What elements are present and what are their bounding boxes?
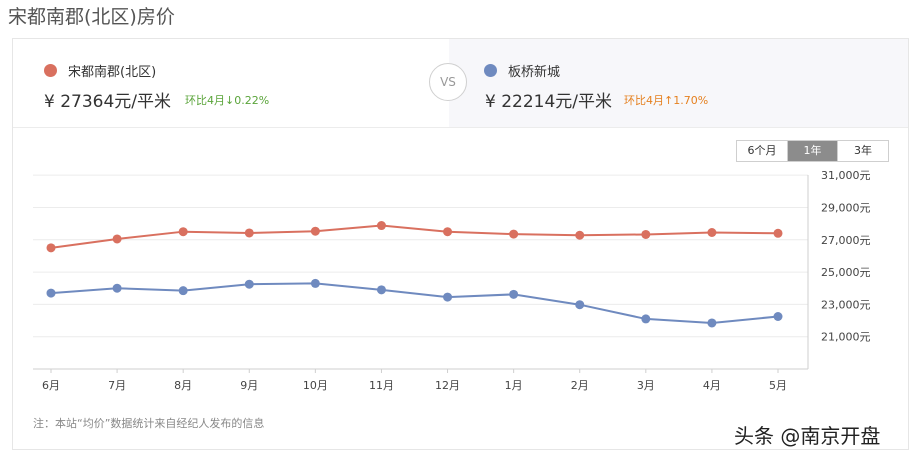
series-0-point <box>641 229 651 239</box>
series-0-point <box>310 226 320 236</box>
series-0-point <box>112 234 122 244</box>
period-3-years-button[interactable]: 3年 <box>838 141 888 161</box>
compare-left-panel: 宋都南郡(北区) ¥ 27364元/平米 环比4月↓0.22% <box>13 39 449 127</box>
series-1-line <box>50 282 779 324</box>
y-tick-label: 29,000元 <box>821 201 871 214</box>
series-1-point <box>310 278 320 288</box>
series-1-point <box>244 279 254 289</box>
series-0-point <box>244 228 254 238</box>
y-tick-label: 23,000元 <box>821 298 871 311</box>
vs-badge: VS <box>429 63 467 101</box>
series-0-point <box>46 243 56 253</box>
comparison-header: 宋都南郡(北区) ¥ 27364元/平米 环比4月↓0.22% 板桥新城 ¥ 2… <box>13 39 908 127</box>
x-tick-label: 4月 <box>703 379 721 392</box>
y-tick-label: 25,000元 <box>821 266 871 279</box>
x-tick-label: 11月 <box>369 379 394 392</box>
series-0-point <box>773 228 783 238</box>
series-1-point <box>178 286 188 296</box>
series-0-point <box>509 229 519 239</box>
series-1-point <box>641 314 651 324</box>
compare-right-panel: 板桥新城 ¥ 22214元/平米 环比4月↑1.70% <box>449 39 908 127</box>
left-place-name: 宋都南郡(北区) <box>68 65 157 80</box>
x-tick-label: 9月 <box>240 379 258 392</box>
right-series-dot-icon <box>484 64 497 77</box>
series-1-point <box>707 318 717 328</box>
series-1-point <box>376 285 386 295</box>
series-0-point <box>178 227 188 237</box>
footnote: 注：本站“均价”数据统计来自经纪人发布的信息 <box>33 417 265 430</box>
x-tick-label: 5月 <box>769 379 787 392</box>
x-tick-label: 7月 <box>108 379 126 392</box>
watermark: 头条 @南京开盘 <box>734 424 881 448</box>
x-tick-label: 2月 <box>571 379 589 392</box>
right-price: ¥ 22214元/平米 <box>485 92 613 112</box>
period-6-months-button[interactable]: 6个月 <box>737 141 788 161</box>
page-title: 宋都南郡(北区)房价 <box>8 6 175 28</box>
left-series-dot-icon <box>44 64 57 77</box>
period-selector: 6个月 1年 3年 <box>736 140 889 162</box>
right-change: 环比4月↑1.70% <box>624 94 709 107</box>
x-tick-label: 6月 <box>42 379 60 392</box>
x-tick-label: 3月 <box>637 379 655 392</box>
series-1-point <box>46 288 56 298</box>
period-1-year-button[interactable]: 1年 <box>788 141 838 161</box>
series-1-point <box>773 312 783 321</box>
left-change: 环比4月↓0.22% <box>185 94 270 107</box>
x-tick-label: 10月 <box>303 379 328 392</box>
series-1-point <box>509 289 519 299</box>
price-card: 宋都南郡(北区) ¥ 27364元/平米 环比4月↓0.22% 板桥新城 ¥ 2… <box>12 38 909 450</box>
series-0-line <box>50 224 779 249</box>
x-tick-label: 8月 <box>174 379 192 392</box>
left-price: ¥ 27364元/平米 <box>44 92 172 112</box>
series-0-point <box>707 228 717 237</box>
series-0-point <box>575 230 585 240</box>
series-1-point <box>575 300 585 310</box>
series-0-point <box>376 221 386 231</box>
x-tick-label: 12月 <box>435 379 460 392</box>
series-1-point <box>443 292 453 302</box>
header-divider <box>13 127 908 128</box>
series-0-point <box>443 227 453 237</box>
price-line-chart: 31,000元 29,000元 27,000元 25,000元 23,000元 21,00… <box>33 169 871 392</box>
y-tick-label: 31,000元 <box>821 169 871 182</box>
y-tick-label: 27,000元 <box>821 234 871 247</box>
x-tick-label: 1月 <box>505 379 523 392</box>
y-tick-label: 21,000元 <box>821 331 871 344</box>
right-place-name: 板桥新城 <box>508 65 561 80</box>
series-1-point <box>112 283 122 293</box>
